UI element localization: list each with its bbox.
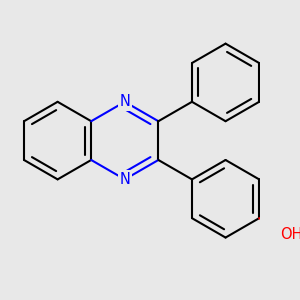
Text: OH: OH (280, 227, 300, 242)
Text: N: N (119, 172, 130, 187)
Text: N: N (119, 94, 130, 109)
